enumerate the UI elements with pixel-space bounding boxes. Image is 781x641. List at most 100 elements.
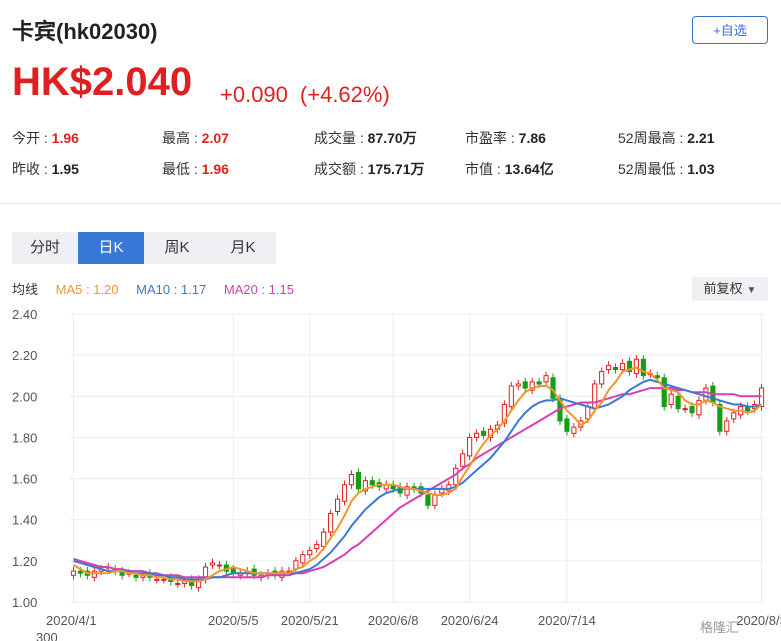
candlestick-chart: 2.40 2.20 2.00 1.80 1.60 1.40 1.20 1.00 2020/4/1… [12,307,781,641]
stat-turnover: 成交额 : 175.71万 [314,161,425,177]
candle-body [564,418,570,432]
ma-legend: 均线 MA5 : 1.20 MA10 : 1.17 MA20 : 1.15 [12,279,308,298]
candle-body [300,554,306,564]
ma5-line [72,366,763,583]
candle-body [404,486,410,496]
x-tick-label: 2020/4/1 [46,613,97,628]
tab-daily-k[interactable]: 日K [78,232,144,264]
candle-body [314,543,320,550]
candle-body [307,550,313,556]
price-adjust-label: 前复权 [703,281,743,296]
candle-body [432,494,438,506]
chart-period-tabs: 分时 日K 周K 月K [12,232,276,264]
candle-body [355,471,362,490]
candle-body [612,366,619,371]
ma-label: 均线 [12,282,39,297]
page-title: 卡宾(hk02030) [12,19,158,44]
stat-open: 今开 : 1.96 [12,130,79,146]
candle-body [682,408,688,411]
candle-body [536,381,542,385]
candle-body [508,385,514,408]
candle-body [362,480,368,492]
chevron-down-icon: ▼ [746,285,757,296]
stat-market-cap: 市值 : 13.64亿 [465,161,554,177]
candle-body [731,412,737,420]
candle-body [592,383,598,410]
candle-body [91,570,97,578]
x-tick-label: 2020/5/5 [208,613,259,628]
candle-body [175,582,181,585]
candle-body [216,564,223,567]
candle-body [279,570,285,578]
tab-intraday[interactable]: 分时 [29,239,60,256]
volume-tick-label: 300 [36,630,58,641]
divider [0,203,781,204]
x-tick-label: 2020/8/3 [736,613,781,628]
candle-body [369,480,375,486]
candle-body [133,574,139,578]
candle-body [571,426,577,434]
candle-body [328,513,334,533]
stat-52w-low: 52周最低 : 1.03 [618,161,715,177]
y-tick-label: 2.00 [12,389,37,404]
price-adjust-select[interactable]: 前复权 ▼ [692,277,768,301]
candle-body [161,578,167,581]
x-tick-label: 2020/6/24 [441,613,499,628]
y-tick-label: 1.60 [12,472,37,487]
candle-body [321,531,327,547]
add-favorite-button[interactable]: +自选 [692,16,768,44]
candle-body [154,578,160,581]
candle-body [640,358,646,377]
y-tick-label: 1.00 [12,595,37,610]
candle-body [599,371,605,385]
candle-body [717,404,723,432]
stat-low: 最低 : 1.96 [162,161,229,177]
candle-body [668,393,674,406]
change-amount: +0.090 [220,82,288,107]
candle-body [724,420,730,432]
tab-weekly-k[interactable]: 周K [164,239,190,256]
candle-body [480,430,487,436]
candle-body [515,383,521,387]
candle-body [425,494,431,506]
candle-body [703,387,709,401]
watermark-logo: 格隆汇 [700,620,740,635]
candle-body [696,399,702,416]
change-percent: (+4.62%) [299,82,390,107]
candle-body [209,562,216,566]
ma10-line [73,378,762,581]
stat-52w-high: 52周最高 : 2.21 [618,130,715,146]
y-tick-label: 1.20 [12,554,37,569]
candle-body [473,432,480,438]
stat-high: 最高 : 2.07 [162,130,229,146]
y-tick-label: 2.20 [12,348,37,363]
y-tick-label: 1.80 [12,430,37,445]
candle-body [460,453,466,467]
candle-body [341,484,348,502]
candle-body [348,473,355,486]
candle-body [501,404,507,424]
candle-body [70,570,77,576]
candle-body [550,377,556,399]
candle-body [689,406,695,414]
candle-body [77,570,84,574]
x-tick-label: 2020/7/14 [538,613,596,628]
candle-body [334,498,341,512]
ma20-line [73,387,762,579]
tab-monthly-k[interactable]: 月K [230,239,256,256]
candle-body [467,436,473,457]
candle-body [626,360,633,373]
candle-body [529,381,535,391]
ma10-legend: MA10 : 1.17 [136,282,207,297]
candle-body [543,375,549,383]
candle-body [606,364,612,371]
stat-pe: 市盈率 : 7.86 [465,130,546,146]
x-tick-label: 2020/5/21 [281,613,339,628]
candle-body [661,377,667,408]
stat-volume: 成交量 : 87.70万 [314,130,417,146]
y-tick-label: 1.40 [12,513,37,528]
price-change: +0.090 (+4.62%) [220,82,402,108]
stat-prev-close: 昨收 : 1.95 [12,161,79,177]
y-tick-label: 2.40 [12,307,37,322]
candle-body [619,362,626,371]
